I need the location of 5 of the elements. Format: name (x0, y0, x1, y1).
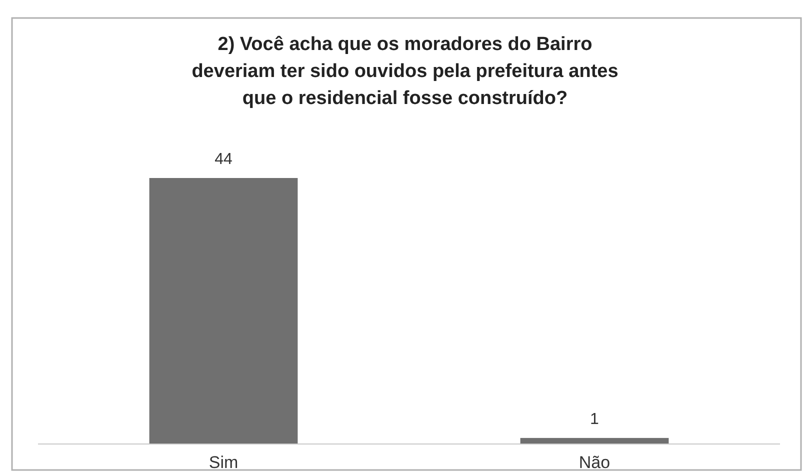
x-tick-label: Não (578, 453, 610, 472)
x-tick-label: Sim (208, 453, 238, 472)
data-label: 44 (214, 151, 232, 168)
data-label: 1 (590, 410, 600, 428)
chart-title: 2) Você acha que os moradores do Bairro deveriam ter sido ouvidos pela prefeitura antes que o residencial fosse construído? (192, 34, 618, 109)
